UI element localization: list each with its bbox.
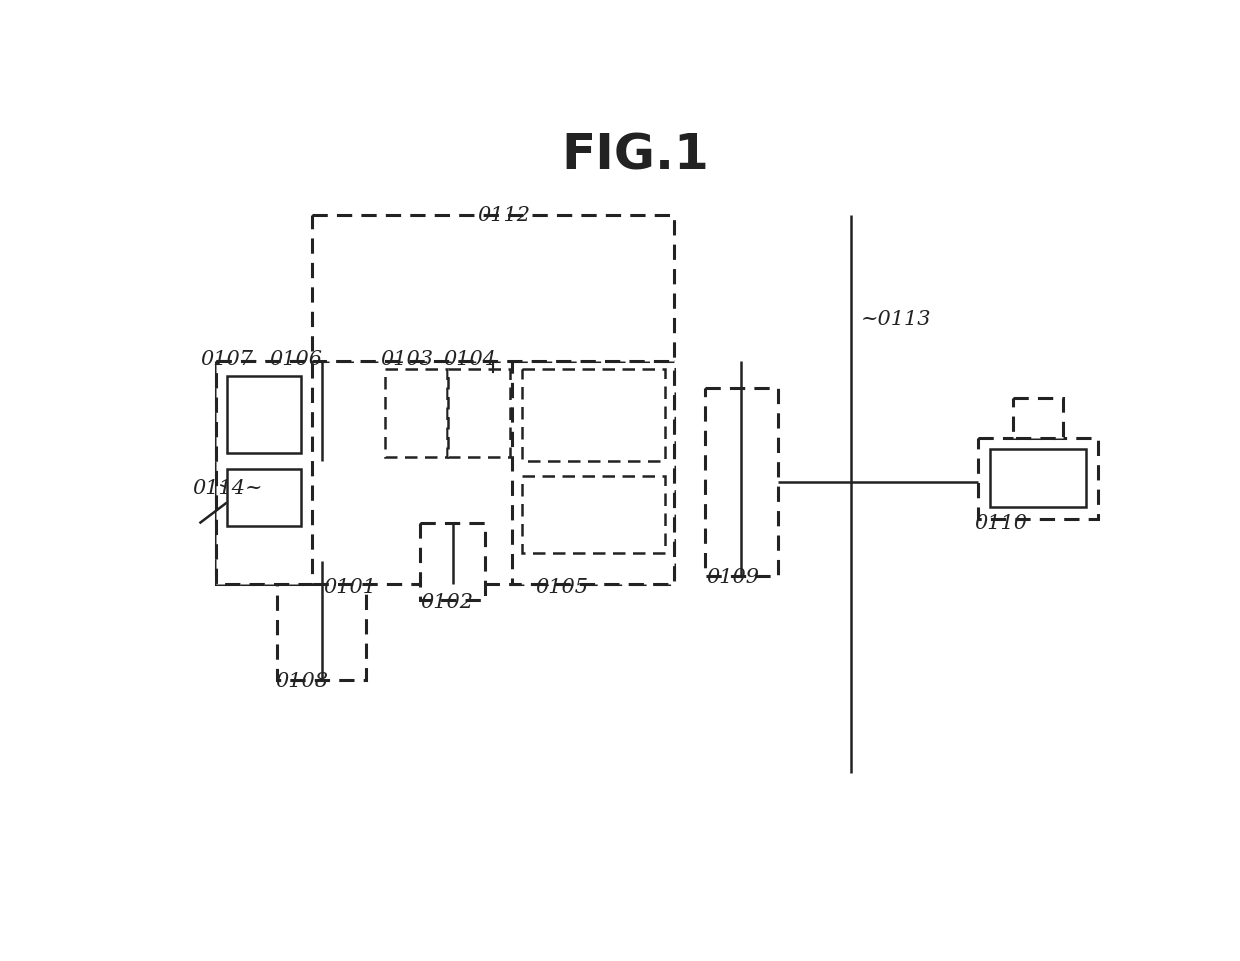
Bar xyxy=(978,438,1097,519)
Text: 0106: 0106 xyxy=(270,350,322,369)
Bar xyxy=(704,388,777,577)
Bar xyxy=(312,215,675,361)
Text: FIG.1: FIG.1 xyxy=(562,132,709,180)
Text: ~0113: ~0113 xyxy=(861,309,931,329)
Text: 0109: 0109 xyxy=(707,568,759,587)
Bar xyxy=(420,523,485,600)
Bar xyxy=(216,361,312,584)
Bar xyxy=(227,377,300,454)
Bar xyxy=(216,361,675,584)
Bar xyxy=(1013,399,1063,438)
Bar xyxy=(449,369,510,457)
Text: 0105: 0105 xyxy=(536,578,589,596)
Bar xyxy=(227,469,300,527)
Bar xyxy=(386,369,446,457)
Text: 0112: 0112 xyxy=(477,206,531,225)
Text: 0103: 0103 xyxy=(379,350,433,369)
Bar xyxy=(522,477,665,554)
Text: 0104: 0104 xyxy=(443,350,496,369)
Text: 0101: 0101 xyxy=(324,578,377,596)
Bar xyxy=(512,361,675,584)
Bar xyxy=(278,561,366,680)
Text: 0108: 0108 xyxy=(275,672,329,691)
Text: 0110: 0110 xyxy=(975,513,1027,532)
Text: 0107: 0107 xyxy=(201,350,253,369)
Text: 0114~: 0114~ xyxy=(192,479,263,498)
Bar xyxy=(522,369,665,461)
Bar xyxy=(990,450,1086,507)
Text: 0102: 0102 xyxy=(420,593,472,611)
